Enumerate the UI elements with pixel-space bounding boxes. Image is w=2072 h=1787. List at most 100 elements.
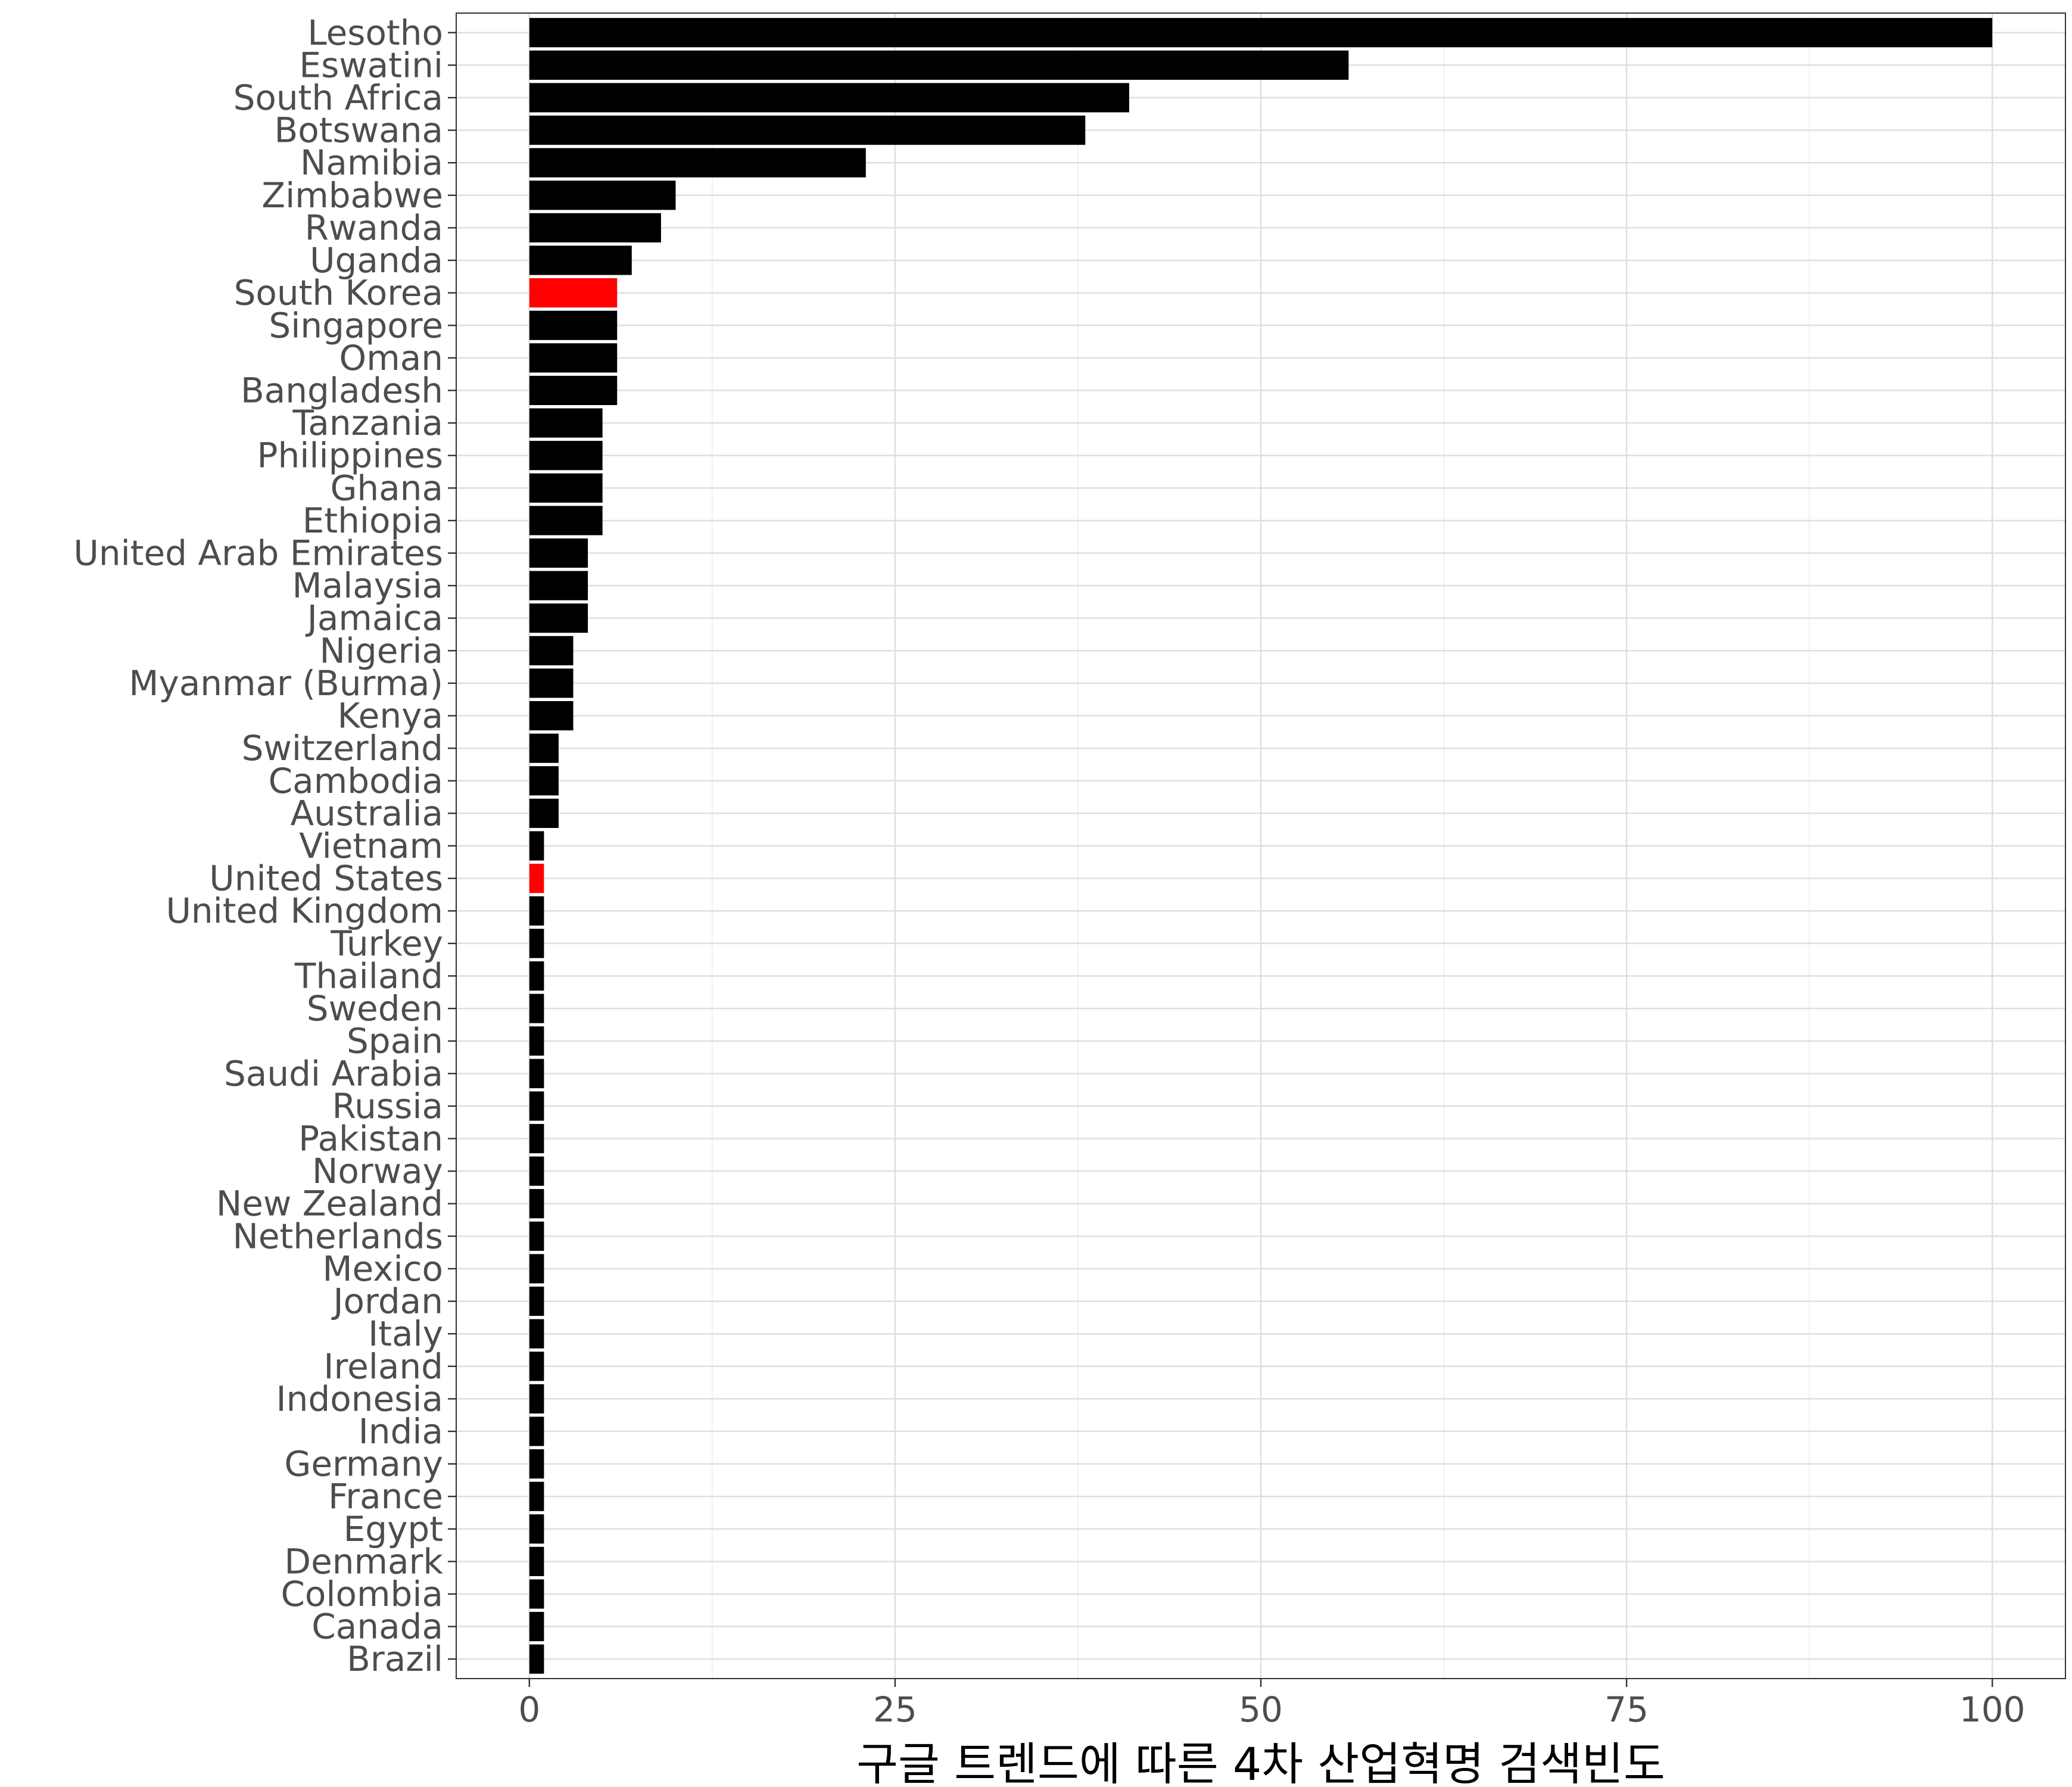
- category-label: Netherlands: [232, 1216, 443, 1256]
- x-axis-title: 구글 트렌드에 따른 4차 산업혁명 검색빈도: [856, 1738, 1665, 1787]
- bar-singapore: [529, 310, 618, 340]
- category-label: South Africa: [233, 77, 443, 118]
- bar-united-kingdom: [529, 896, 544, 926]
- category-label: Cambodia: [269, 761, 443, 801]
- bar-ghana: [529, 473, 603, 503]
- category-label: Philippines: [257, 435, 444, 476]
- category-label: Malaysia: [292, 565, 443, 606]
- bar-canada: [529, 1612, 544, 1642]
- bar-pakistan: [529, 1123, 544, 1154]
- x-tick-label: 75: [1604, 1689, 1649, 1730]
- bar-russia: [529, 1091, 544, 1121]
- category-label: Indonesia: [276, 1378, 443, 1419]
- bar-rwanda: [529, 213, 661, 242]
- bar-tanzania: [529, 408, 603, 438]
- category-label: Jamaica: [306, 598, 443, 639]
- category-label: Bangladesh: [241, 370, 443, 410]
- bar-mexico: [529, 1254, 544, 1284]
- bar-jordan: [529, 1286, 544, 1316]
- bar-kenya: [529, 701, 574, 731]
- bar-turkey: [529, 929, 544, 958]
- bar-bangladesh: [529, 375, 618, 406]
- category-label: India: [359, 1411, 443, 1452]
- bar-australia: [529, 798, 559, 828]
- bar-nigeria: [529, 636, 574, 665]
- bar-jamaica: [529, 603, 588, 633]
- category-label: Denmark: [284, 1541, 443, 1581]
- category-label: Oman: [339, 338, 443, 378]
- bar-netherlands: [529, 1221, 544, 1251]
- category-label: New Zealand: [216, 1184, 443, 1224]
- bar-south-korea: [529, 278, 618, 308]
- category-label: Jordan: [331, 1281, 443, 1322]
- category-label: Turkey: [330, 923, 443, 964]
- category-label: Spain: [347, 1021, 443, 1061]
- bar-denmark: [529, 1546, 544, 1576]
- category-label: Lesotho: [307, 13, 443, 53]
- category-label: Switzerland: [242, 728, 443, 768]
- bar-united-arab-emirates: [529, 538, 588, 568]
- bar-colombia: [529, 1579, 544, 1609]
- category-label: Ethiopia: [303, 500, 443, 541]
- bar-new-zealand: [529, 1189, 544, 1219]
- bar-eswatini: [529, 50, 1349, 80]
- category-label: Myanmar (Burma): [129, 663, 443, 703]
- bar-switzerland: [529, 733, 559, 763]
- category-label: Pakistan: [298, 1118, 443, 1159]
- bar-malaysia: [529, 571, 588, 600]
- bar-united-states: [529, 864, 544, 894]
- category-label: Sweden: [307, 988, 443, 1029]
- category-label: Namibia: [300, 142, 443, 183]
- category-label: Norway: [312, 1151, 443, 1191]
- category-label: Uganda: [310, 240, 443, 281]
- bar-ireland: [529, 1352, 544, 1381]
- bar-spain: [529, 1026, 544, 1056]
- bar-saudi-arabia: [529, 1058, 544, 1088]
- x-tick-label: 50: [1239, 1689, 1283, 1730]
- category-label: Ireland: [323, 1346, 443, 1387]
- bar-egypt: [529, 1514, 544, 1544]
- category-label: United Kingdom: [166, 891, 443, 931]
- category-label: Thailand: [294, 955, 443, 996]
- bar-germany: [529, 1449, 544, 1479]
- bar-philippines: [529, 441, 603, 471]
- bar-lesotho: [529, 18, 1993, 48]
- bar-myanmar-burma: [529, 668, 574, 698]
- x-tick-label: 100: [1959, 1689, 2026, 1730]
- bar-brazil: [529, 1644, 544, 1674]
- category-label: United States: [209, 858, 443, 899]
- bar-zimbabwe: [529, 180, 676, 210]
- category-label: France: [328, 1476, 443, 1517]
- bar-france: [529, 1481, 544, 1511]
- bar-indonesia: [529, 1384, 544, 1414]
- bar-sweden: [529, 994, 544, 1023]
- x-tick-label: 0: [518, 1689, 540, 1730]
- x-tick-label: 25: [873, 1689, 917, 1730]
- category-label: United Arab Emirates: [73, 533, 443, 574]
- category-label: Eswatini: [299, 45, 443, 85]
- bar-italy: [529, 1319, 544, 1349]
- category-label: Saudi Arabia: [224, 1053, 443, 1094]
- category-label: Egypt: [344, 1509, 443, 1549]
- category-label: Mexico: [322, 1249, 443, 1289]
- category-label: Ghana: [330, 468, 443, 508]
- bar-oman: [529, 343, 618, 373]
- category-label: Rwanda: [305, 207, 443, 248]
- bar-india: [529, 1416, 544, 1446]
- bar-norway: [529, 1156, 544, 1186]
- category-label: Nigeria: [319, 630, 443, 671]
- bar-namibia: [529, 148, 866, 178]
- bar-thailand: [529, 961, 544, 991]
- category-label: South Korea: [234, 273, 443, 313]
- bar-cambodia: [529, 766, 559, 796]
- category-label: Australia: [290, 793, 443, 833]
- category-label: Kenya: [338, 696, 443, 736]
- bar-vietnam: [529, 831, 544, 861]
- bar-layer: [529, 18, 1993, 1674]
- category-label: Singapore: [269, 305, 443, 345]
- category-label: Italy: [368, 1313, 443, 1354]
- category-label: Germany: [284, 1444, 443, 1484]
- category-label: Colombia: [281, 1574, 443, 1614]
